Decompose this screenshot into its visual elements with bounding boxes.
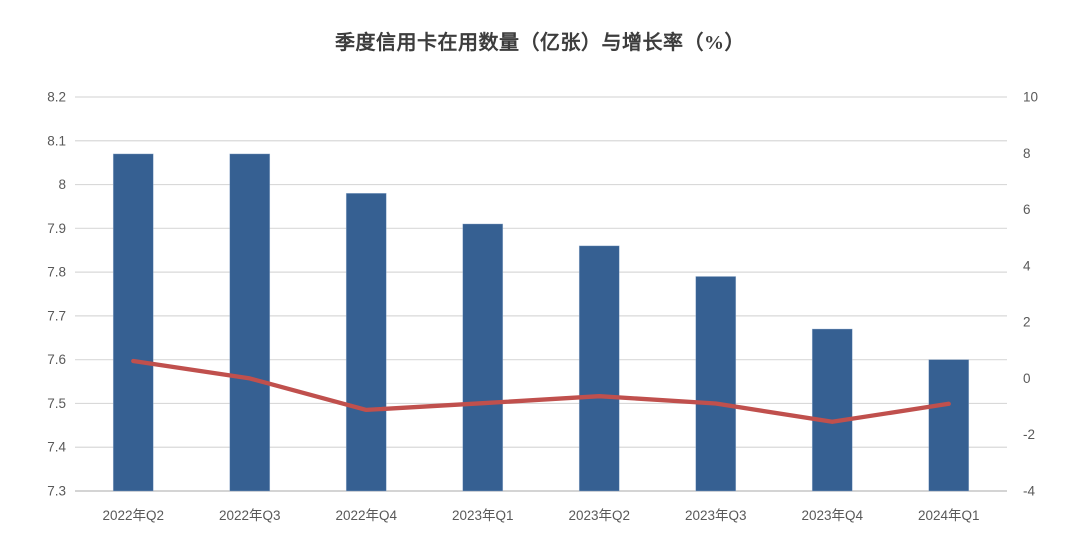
gridlines	[75, 96, 1007, 492]
x-axis-category-label: 2024年Q1	[918, 508, 980, 523]
x-axis-category-label: 2022年Q4	[335, 508, 397, 523]
bar	[811, 328, 853, 492]
left-axis-tick-label: 8	[58, 177, 66, 192]
chart-title: 季度信用卡在用数量（亿张）与增长率（%）	[335, 32, 745, 54]
bar	[928, 359, 970, 492]
x-axis-category-label: 2022年Q2	[102, 508, 164, 523]
left-axis-tick-label: 8.2	[47, 90, 66, 105]
right-axis-tick-label: 2	[1023, 315, 1031, 330]
bar-series	[112, 153, 970, 492]
left-axis-tick-label: 7.3	[47, 484, 66, 499]
right-axis-tick-label: 0	[1023, 371, 1031, 386]
left-axis-tick-label: 7.4	[47, 440, 66, 455]
left-axis-tick-label: 7.5	[47, 396, 66, 411]
right-axis-tick-label: 4	[1023, 258, 1031, 273]
right-axis-tick-label: 6	[1023, 202, 1031, 217]
bar	[229, 153, 271, 492]
bar	[578, 245, 620, 492]
right-axis-tick-label: 8	[1023, 146, 1031, 161]
bar	[695, 276, 737, 492]
line-series	[131, 358, 951, 424]
x-axis-category-label: 2023年Q4	[801, 508, 863, 523]
x-axis-category-label: 2023年Q3	[685, 508, 747, 523]
right-axis-tick-labels: 10 8 6 4 2 0 -2 -4	[1023, 90, 1038, 499]
left-axis-tick-label: 8.1	[47, 133, 66, 148]
growth-line	[131, 358, 951, 424]
left-axis-tick-label: 7.7	[47, 308, 66, 323]
x-axis-category-labels: 2022年Q2 2022年Q3 2022年Q4 2023年Q1 2023年Q2 2023年…	[102, 508, 979, 523]
bar	[345, 193, 387, 492]
left-axis-tick-label: 7.6	[47, 352, 66, 367]
x-axis-category-label: 2023年Q2	[568, 508, 630, 523]
x-axis-category-label: 2022年Q3	[219, 508, 281, 523]
x-axis-category-label: 2023年Q1	[452, 508, 514, 523]
bar	[462, 223, 504, 492]
left-axis-tick-label: 7.9	[47, 221, 66, 236]
right-axis-tick-label: -4	[1023, 484, 1035, 499]
right-axis-tick-label: -2	[1023, 427, 1035, 442]
bar	[112, 153, 154, 492]
left-axis-tick-label: 7.8	[47, 265, 66, 280]
left-axis-tick-labels: 8.2 8.1 8 7.9 7.8 7.7 7.6 7.5 7.4 7.3	[47, 90, 66, 499]
right-axis-tick-label: 10	[1023, 90, 1038, 105]
